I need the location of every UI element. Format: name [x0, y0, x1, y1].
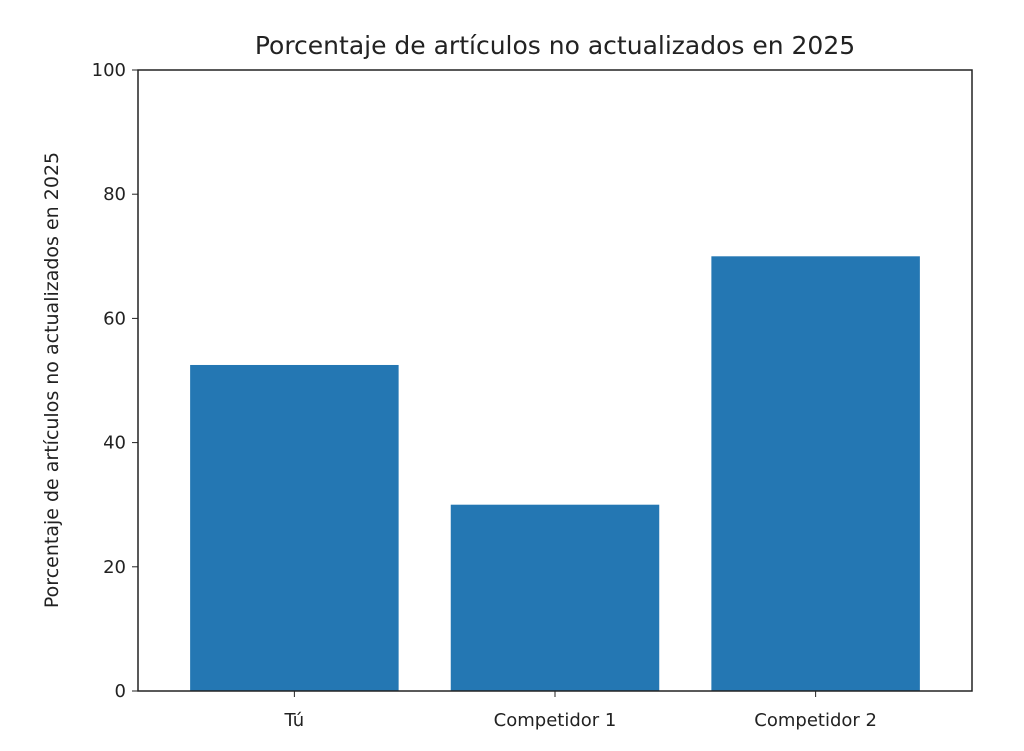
- x-tick-label: Competidor 1: [494, 710, 617, 731]
- y-axis-ticks: 0 20 40 60 80 100: [92, 60, 138, 702]
- y-tick-label: 100: [92, 60, 126, 81]
- y-axis-label: Porcentaje de artículos no actualizados …: [41, 152, 63, 608]
- plot-area: [190, 256, 920, 691]
- chart-title: Porcentaje de artículos no actualizados …: [255, 31, 855, 60]
- x-axis-ticks: Tú Competidor 1 Competidor 2: [284, 691, 877, 731]
- y-tick-label: 40: [103, 433, 126, 454]
- y-tick-label: 60: [103, 308, 126, 329]
- bar-0: [190, 364, 399, 691]
- y-tick-label: 20: [103, 557, 126, 578]
- x-tick-label: Tú: [284, 710, 305, 731]
- y-tick-label: 0: [115, 681, 126, 702]
- bar-2: [711, 256, 920, 691]
- bar-1: [450, 504, 660, 691]
- y-tick-label: 80: [103, 184, 126, 205]
- x-tick-label: Competidor 2: [754, 710, 877, 731]
